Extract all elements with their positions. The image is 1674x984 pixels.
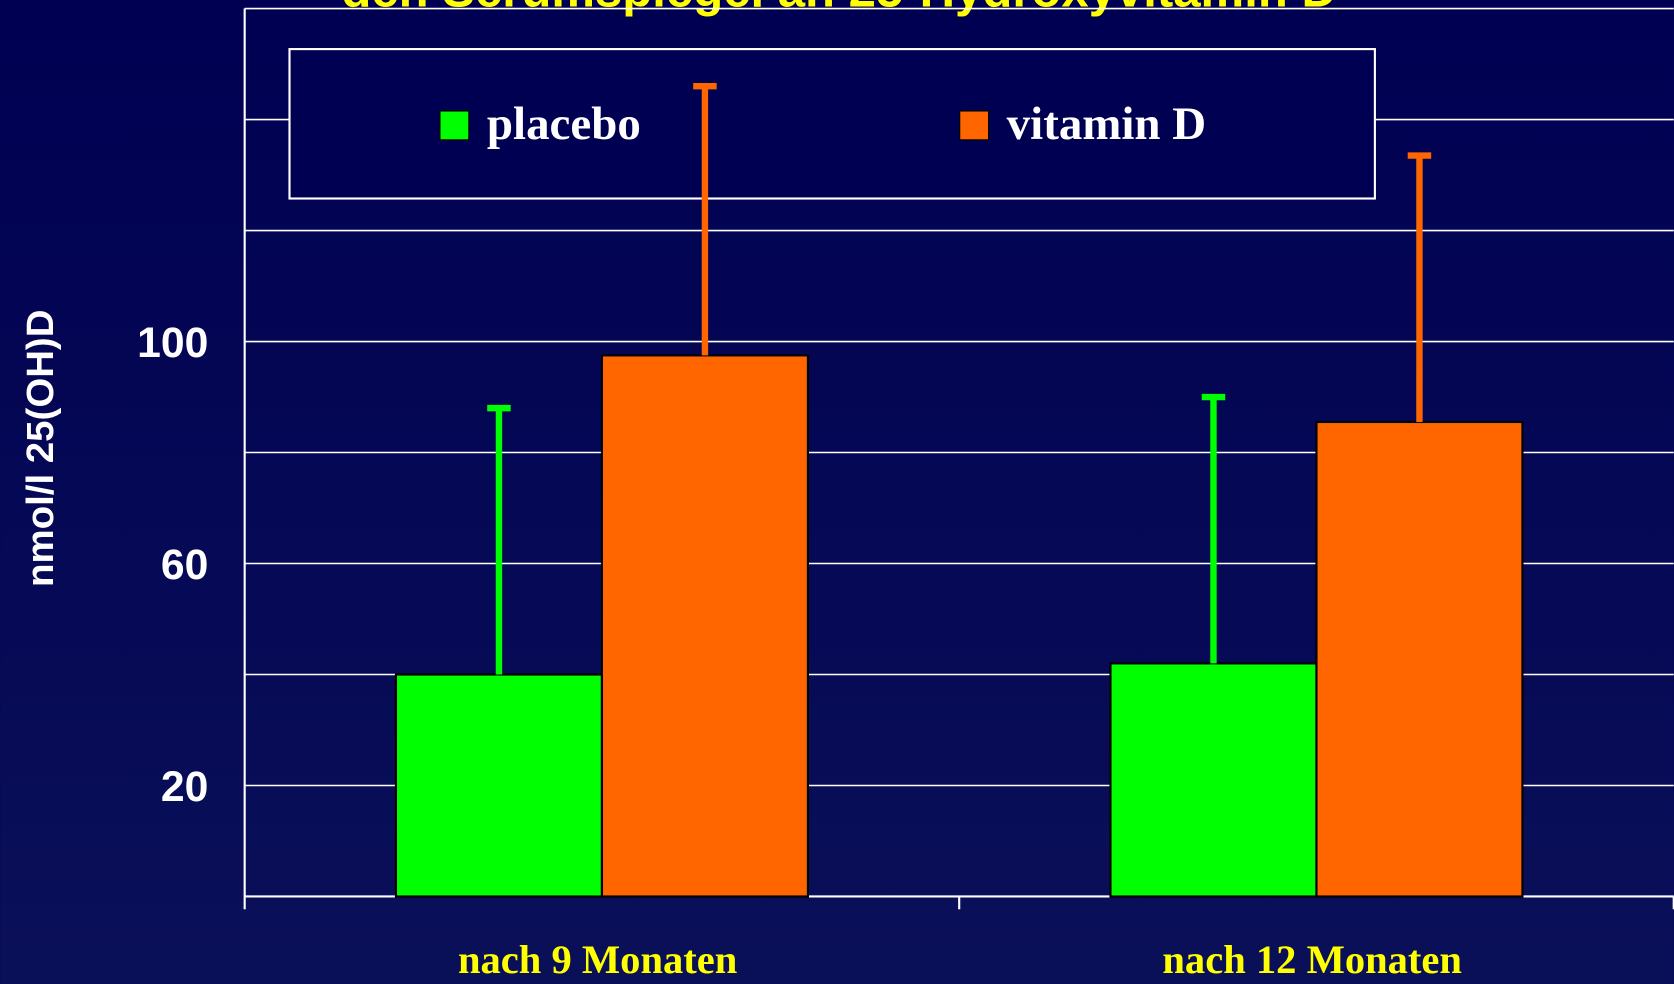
x-tick-label: nach 12 Monaten — [1162, 937, 1462, 982]
legend-label: vitamin D — [1007, 98, 1206, 150]
legend-swatch — [959, 110, 990, 141]
bar — [394, 673, 604, 898]
y-axis-label: nmol/l 25(OH)D — [19, 310, 62, 587]
bar — [600, 354, 809, 898]
legend-label: placebo — [487, 98, 641, 150]
bar — [1315, 420, 1524, 898]
y-tick-label: 60 — [161, 541, 208, 589]
y-tick-label: 100 — [137, 319, 208, 367]
legend-swatch — [439, 110, 470, 141]
bar — [1109, 662, 1318, 898]
y-tick-label: 20 — [161, 763, 208, 811]
x-tick-label: nach 9 Monaten — [458, 937, 737, 982]
legend-box — [288, 48, 1376, 200]
